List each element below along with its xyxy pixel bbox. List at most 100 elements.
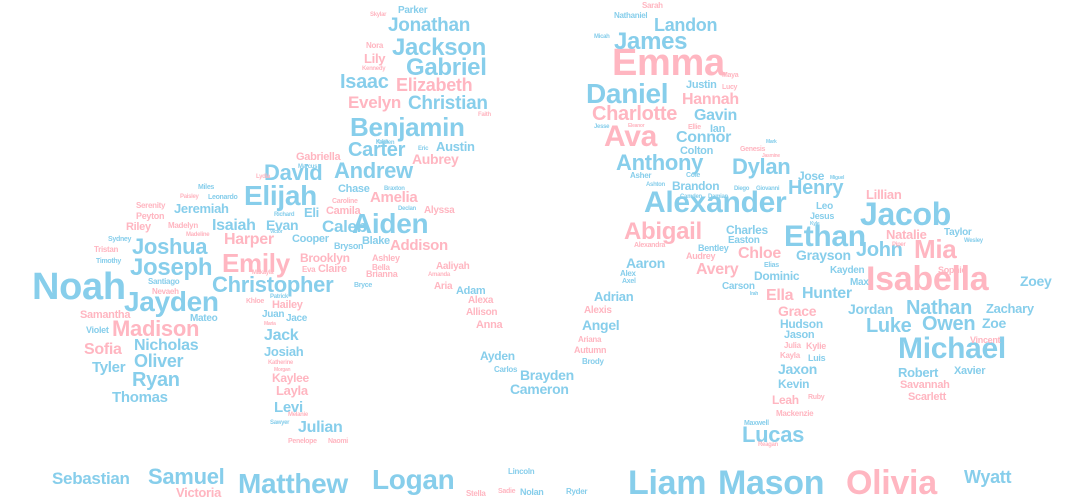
name-audrey: Audrey — [686, 251, 716, 261]
name-dylan: Dylan — [732, 154, 791, 179]
name-chase: Chase — [338, 183, 370, 195]
name-serenity: Serenity — [136, 201, 166, 210]
name-ellie: Ellie — [688, 124, 701, 131]
name-diego: Diego — [734, 186, 750, 192]
name-madeline: Madeline — [186, 232, 210, 238]
name-samantha: Samantha — [80, 309, 131, 321]
name-lillian: Lillian — [866, 187, 902, 202]
name-easton: Easton — [728, 235, 760, 246]
name-julia: Julia — [784, 341, 801, 350]
name-jonathan: Jonathan — [388, 15, 471, 36]
name-luis: Luis — [808, 353, 826, 363]
name-samuel: Samuel — [148, 464, 225, 489]
name-katherine: Katherine — [268, 360, 293, 366]
name-charlotte: Charlotte — [592, 103, 678, 125]
name-abigail: Abigail — [624, 218, 702, 245]
name-ryan: Ryan — [132, 369, 180, 391]
name-andrew: Andrew — [334, 158, 413, 183]
name-autumn: Autumn — [574, 345, 607, 355]
name-ashton: Ashton — [646, 182, 665, 188]
name-patrick: Patrick — [270, 294, 288, 300]
name-aiden: Aiden — [352, 208, 429, 239]
name-amelia: Amelia — [370, 189, 418, 206]
name-dominic: Dominic — [754, 269, 800, 283]
name-oliver: Oliver — [134, 351, 184, 371]
name-brianna: Brianna — [366, 269, 398, 279]
name-charles: Charles — [726, 223, 768, 237]
name-justin: Justin — [686, 79, 717, 91]
name-khloe: Khloe — [246, 298, 264, 305]
name-faith: Faith — [478, 112, 491, 118]
name-ryder: Ryder — [566, 487, 588, 496]
name-ruby: Ruby — [808, 394, 825, 401]
name-xavier: Xavier — [954, 365, 986, 377]
name-emma: Emma — [612, 42, 725, 84]
name-avery: Avery — [696, 261, 739, 278]
name-wyatt: Wyatt — [964, 467, 1012, 487]
name-christopher: Christopher — [212, 272, 334, 297]
name-anthony: Anthony — [616, 150, 704, 175]
name-anna: Anna — [476, 319, 503, 331]
name-nathan: Nathan — [906, 297, 972, 319]
name-liam: Liam — [628, 464, 707, 500]
name-adam: Adam — [456, 285, 486, 297]
name-jose: Jose — [798, 169, 825, 183]
name-maya: Maya — [722, 72, 739, 79]
name-joseph: Joseph — [130, 254, 213, 281]
name-matthew: Matthew — [238, 468, 348, 499]
name-henry: Henry — [788, 177, 844, 199]
name-daniel: Daniel — [586, 78, 669, 109]
name-jackson: Jackson — [392, 34, 486, 61]
name-nathaniel: Nathaniel — [614, 11, 648, 20]
name-adrian: Adrian — [594, 289, 634, 304]
name-caroline: Caroline — [332, 198, 358, 205]
name-natalie: Natalie — [886, 227, 927, 242]
name-jace: Jace — [286, 313, 308, 324]
name-michael: Michael — [898, 332, 1006, 365]
name-hudson: Hudson — [780, 317, 823, 331]
name-jaxon: Jaxon — [778, 361, 817, 377]
name-colton: Colton — [680, 145, 714, 157]
name-josiah: Josiah — [264, 344, 304, 359]
name-juan: Juan — [262, 309, 285, 320]
name-caleb: Caleb — [322, 217, 367, 236]
name-hailey: Hailey — [272, 299, 303, 311]
name-jasmine: Jasmine — [762, 153, 780, 159]
name-sadie: Sadie — [498, 488, 516, 495]
name-jeremiah: Jeremiah — [174, 201, 229, 216]
name-morgan: Morgan — [274, 367, 291, 373]
name-bella: Bella — [372, 263, 390, 272]
name-aria: Aria — [434, 281, 453, 292]
name-hannah: Hannah — [682, 91, 739, 108]
name-maria: Maria — [264, 321, 276, 327]
name-maxwell: Maxwell — [744, 420, 769, 427]
name-kyle: Kyle — [810, 221, 820, 227]
name-nevaeh: Nevaeh — [152, 287, 179, 296]
name-gavin: Gavin — [694, 107, 737, 124]
name-connor: Connor — [676, 129, 732, 146]
name-melanie: Melanie — [288, 412, 308, 418]
name-kevin: Kevin — [778, 377, 810, 391]
name-alex: Alex — [620, 269, 636, 278]
name-harper: Harper — [224, 231, 274, 248]
name-parker: Parker — [398, 5, 428, 16]
name-noah: Noah — [32, 266, 126, 308]
name-evelyn: Evelyn — [348, 93, 402, 112]
name-isaac: Isaac — [340, 71, 389, 93]
name-axel: Axel — [622, 278, 636, 285]
name-victoria: Victoria — [176, 485, 222, 500]
name-ella: Ella — [766, 287, 794, 304]
name-victor: Victor — [270, 229, 283, 235]
name-paisley: Paisley — [180, 194, 199, 200]
name-jordan: Jordan — [848, 301, 893, 317]
name-richard: Richard — [274, 212, 295, 218]
name-riley: Riley — [126, 221, 151, 233]
name-luke: Luke — [866, 315, 912, 337]
name-skylar: Skylar — [370, 12, 387, 18]
name-angel: Angel — [582, 317, 620, 333]
name-marcus: Marcus — [298, 164, 318, 170]
name-owen: Owen — [922, 313, 976, 335]
name-ayden: Ayden — [480, 349, 515, 363]
name-nolan: Nolan — [520, 487, 544, 497]
name-hunter: Hunter — [802, 285, 852, 302]
